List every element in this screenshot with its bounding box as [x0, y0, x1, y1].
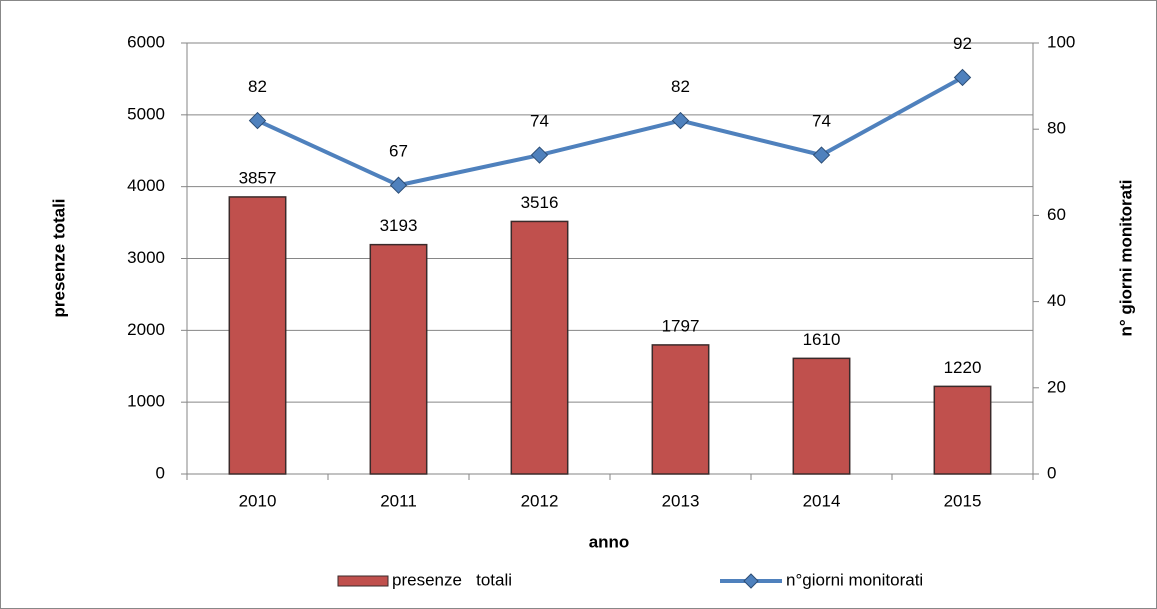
data-label: 1610 — [803, 330, 841, 349]
data-label: 1220 — [944, 358, 982, 377]
y2-tick-label: 20 — [1047, 377, 1066, 396]
x-tick-label: 2013 — [662, 491, 700, 510]
y-tick-label: 0 — [156, 463, 165, 482]
marker — [530, 146, 549, 164]
x-tick-label: 2014 — [803, 491, 841, 510]
y-tick-label: 6000 — [127, 32, 165, 51]
y-tick-label: 2000 — [127, 320, 165, 339]
marker — [671, 111, 690, 130]
legend-swatch — [337, 575, 389, 587]
bar — [792, 357, 851, 475]
bar — [651, 344, 710, 475]
x-tick-label: 2012 — [521, 491, 559, 510]
y-tick-label: 5000 — [127, 104, 165, 123]
bar — [510, 220, 569, 475]
data-label: 82 — [248, 77, 267, 96]
bar — [933, 385, 992, 475]
y-tick-label: 4000 — [127, 176, 165, 195]
marker — [389, 176, 408, 194]
data-label: 74 — [812, 112, 831, 131]
y-tick-label: 3000 — [127, 248, 165, 267]
y2-tick-label: 80 — [1047, 119, 1066, 138]
marker — [953, 68, 972, 87]
y2-tick-label: 40 — [1047, 291, 1066, 310]
y-tick-label: 1000 — [127, 392, 165, 411]
y2-tick-label: 60 — [1047, 205, 1066, 224]
data-label: 3516 — [521, 193, 559, 212]
data-label: 82 — [671, 77, 690, 96]
data-label: 3193 — [380, 216, 418, 235]
x-tick-label: 2011 — [380, 491, 417, 510]
marker — [248, 111, 267, 130]
x-tick-label: 2015 — [944, 491, 982, 510]
legend-marker — [743, 573, 759, 589]
y-axis-label: presenze totali — [49, 198, 68, 317]
data-label: 74 — [530, 112, 549, 131]
y2-tick-label: 100 — [1047, 32, 1075, 51]
y2-tick-label: 0 — [1047, 463, 1056, 482]
x-axis-label: anno — [589, 532, 630, 551]
y2-axis-label: n° giorni monitorati — [1116, 180, 1135, 337]
legend-label: presenze totali — [392, 570, 512, 589]
marker — [812, 146, 831, 164]
line — [256, 75, 964, 188]
legend-label: n°giorni monitorati — [786, 570, 923, 589]
bar — [369, 243, 428, 475]
data-label: 67 — [389, 142, 408, 161]
x-tick-label: 2010 — [239, 491, 277, 510]
data-label: 1797 — [662, 316, 700, 335]
data-label: 92 — [953, 34, 972, 53]
bar — [228, 196, 287, 475]
data-label: 3857 — [239, 168, 277, 187]
